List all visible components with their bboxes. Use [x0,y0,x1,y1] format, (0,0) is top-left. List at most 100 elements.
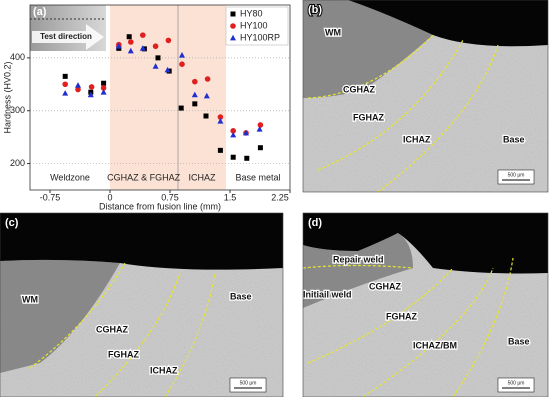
weld-metal [0,259,120,373]
data-point [100,85,107,91]
data-point [115,43,122,49]
data-point [230,128,236,134]
region-label: Base metal [235,172,280,182]
zone-label: FGHAZ [108,349,139,359]
data-point [179,52,185,58]
zone-boundary [29,262,126,369]
data-point [217,118,224,124]
x-tick-label: 0.75 [161,192,179,202]
zone-label: CGHAZ [96,324,128,334]
data-point [62,90,69,96]
data-point [87,91,94,98]
weld-metal [303,233,413,308]
data-point [100,89,107,95]
panel-label: (c) [5,217,19,229]
legend-label: HY80 [240,8,263,18]
zone-label: FGHAZ [353,112,384,122]
zone-label: WM [22,294,38,304]
data-point [62,81,68,88]
legend-marker [230,23,236,29]
micrograph: (c) WM CGHAZ FGHAZ ICHAZ Base 500 μm [0,212,284,397]
data-point [179,61,185,67]
zone-label: ICHAZ [403,134,431,144]
direction-arrow [32,24,104,50]
data-point [203,113,209,119]
micrograph-frame [302,0,549,193]
arrow-label: Test direction [40,32,92,41]
background [303,213,548,274]
micrograph-frame [0,212,284,397]
zone-boundary [303,264,414,269]
data-point [192,101,198,107]
weld-metal [303,0,433,98]
background [303,0,548,47]
zone-label: Base [230,291,252,301]
data-point [204,76,211,82]
data-point [128,39,134,45]
data-point [62,73,68,79]
micrograph-body [0,213,283,397]
legend-marker [230,34,236,41]
zone-boundary [452,257,514,397]
y-tick-label: 200 [10,158,25,168]
zone-label: Initiail weld [303,289,352,299]
zone-boundary [307,267,454,364]
region-label: Weldzone [50,172,90,182]
zone-label: WM [325,27,341,37]
data-point [155,55,161,61]
data-point [127,47,134,54]
panel-label: (d) [308,217,322,229]
data-point [152,63,159,69]
scale-bar-label: 500 μm [508,380,525,386]
data-point [88,84,95,90]
x-tick-label: 1.5 [224,192,237,202]
legend-label: HY100RP [240,32,280,42]
panel-label: (b) [308,4,322,16]
zone-label: Repair weld [333,254,384,264]
data-point [230,131,237,138]
data-point [191,91,198,98]
scale-bar-label: 500 μm [508,172,525,178]
legend-box [225,6,289,46]
data-point [152,43,159,50]
region-label: CGHAZ & FGHAZ [107,172,181,182]
x-tick-label: -0.75 [40,192,61,202]
data-point [257,122,264,128]
data-point [192,78,198,85]
background [0,213,283,270]
zone-boundary [362,267,494,397]
data-point [139,45,146,51]
data-point [101,80,107,86]
zone-boundary [94,272,181,397]
zone-label: ICHAZ [150,365,178,375]
data-point [75,86,81,93]
y-tick-label: 300 [10,105,25,115]
micrograph-frame [302,212,549,397]
data-point [257,145,263,151]
zone-label: Base [503,134,525,144]
micrograph: (d) Repair weld Initiail weld CGHAZ FGHAZ ICH… [302,212,549,397]
zone-label: FGHAZ [386,311,417,321]
data-point [243,129,249,136]
zone-boundary [307,34,434,99]
zone-label: Base [508,336,530,346]
plot-frame [29,4,291,191]
micrograph-body [303,213,548,397]
region-label: ICHAZ [189,172,217,182]
zone-label: CGHAZ [369,281,401,291]
data-point [256,126,263,132]
data-point [217,147,223,153]
zone-label: CGHAZ [343,84,375,94]
data-point [217,114,224,120]
y-tick-label: 400 [10,52,25,62]
data-point [126,34,132,40]
data-point [203,92,210,99]
data-point [140,32,146,38]
data-point [244,155,250,161]
data-point [178,105,184,111]
panel-label: (a) [33,6,47,18]
x-tick-label: 2.25 [271,192,289,202]
data-point [165,37,172,44]
legend-marker [230,11,236,17]
